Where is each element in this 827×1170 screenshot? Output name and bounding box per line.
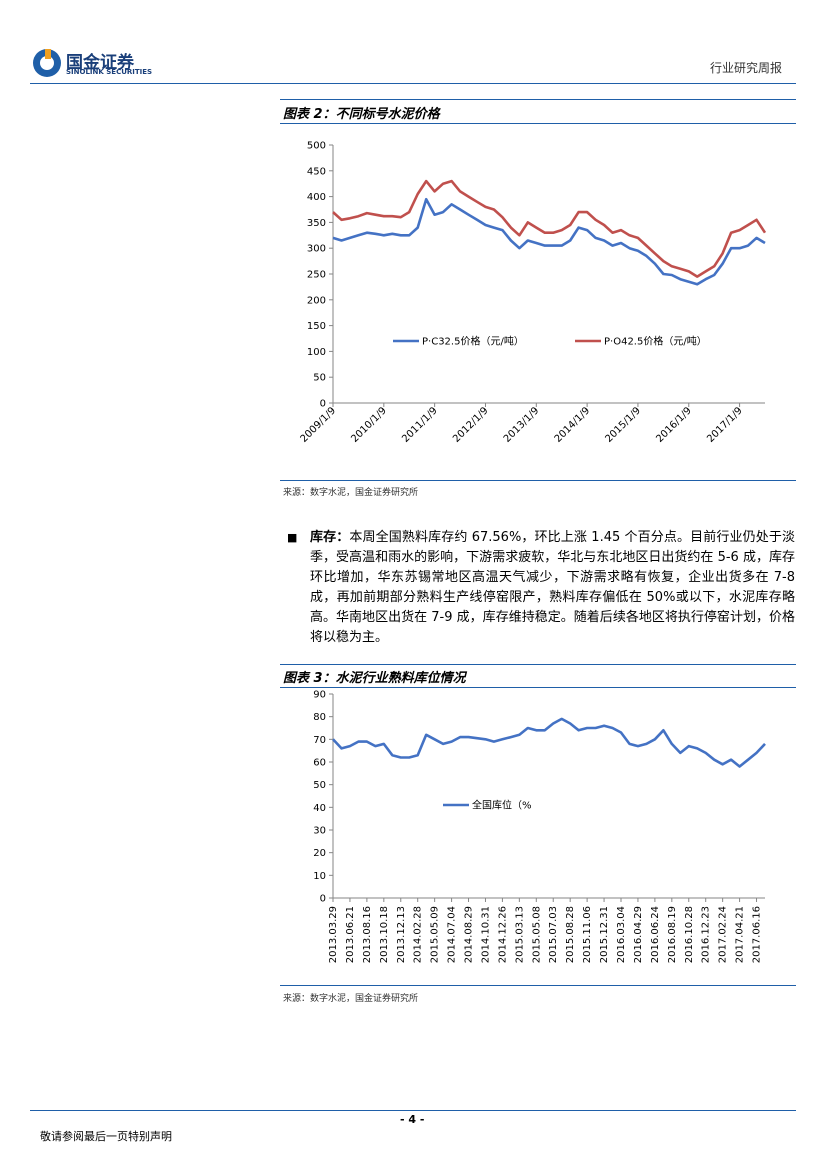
logo-icon (33, 49, 61, 77)
y-tick-label: 250 (307, 270, 326, 281)
x-tick-label: 2012/1/9 (451, 405, 491, 445)
figure-rule (280, 123, 796, 124)
x-tick-label: 2013.06.21 (345, 906, 356, 963)
x-tick-label: 2016.12.23 (701, 906, 712, 963)
x-tick-label: 2017/1/9 (705, 405, 745, 445)
figure-rule (280, 985, 796, 986)
x-tick-label: 2014.12.26 (497, 906, 508, 963)
x-tick-label: 2015.08.28 (565, 906, 576, 963)
y-tick-label: 30 (313, 826, 326, 837)
x-tick-label: 2015.12.31 (599, 906, 610, 963)
x-tick-label: 2014.08.29 (464, 906, 475, 963)
y-tick-label: 500 (307, 141, 326, 152)
y-tick-label: 200 (307, 295, 326, 306)
paragraph-label: 库存： (310, 530, 350, 545)
page-number: - 4 - (400, 1113, 425, 1126)
figure-title: 图表 3：水泥行业熟料库位情况 (283, 671, 466, 686)
y-tick-label: 50 (313, 780, 326, 791)
logo-en: SINOLINK SECURITIES (66, 68, 153, 76)
x-tick-label: 2014.07.04 (447, 906, 458, 963)
x-tick-label: 2016.08.19 (667, 906, 678, 963)
line-series (332, 197, 766, 286)
report-type: 行业研究周报 (710, 61, 783, 75)
legend-label: P·O42.5价格（元/吨） (604, 335, 707, 348)
footer-rule (30, 1110, 796, 1111)
figure-title: 图表 2：不同标号水泥价格 (283, 107, 440, 122)
legend-label: 全国库位（% (472, 799, 532, 812)
x-tick-label: 2015.05.08 (531, 906, 542, 963)
y-tick-label: 80 (313, 712, 326, 723)
y-tick-label: 90 (313, 690, 326, 701)
figure-rule (280, 99, 796, 100)
figure-rule (280, 480, 796, 481)
x-tick-label: 2017.04.21 (735, 906, 746, 963)
line-series (332, 179, 767, 278)
x-tick-label: 2013.10.18 (379, 906, 390, 963)
x-tick-label: 2017.02.24 (718, 906, 729, 963)
y-tick-label: 20 (313, 848, 326, 859)
y-tick-label: 450 (307, 166, 326, 177)
x-tick-label: 2013/1/9 (502, 405, 542, 445)
paragraph: 库存：本周全国熟料库存约 67.56%，环比上涨 1.45 个百分点。目前行业仍… (310, 528, 795, 648)
line-series (332, 717, 766, 768)
x-tick-label: 2017.06.16 (752, 906, 763, 963)
x-tick-label: 2015.07.03 (548, 906, 559, 963)
legend-label: P·C32.5价格（元/吨） (422, 335, 524, 348)
logo-cn: 国金证券 (66, 53, 134, 73)
x-tick-label: 2015.05.09 (430, 906, 441, 963)
y-tick-label: 0 (320, 894, 326, 905)
x-tick-label: 2010/1/9 (349, 405, 389, 445)
y-tick-label: 50 (313, 373, 326, 384)
x-tick-label: 2014/1/9 (553, 405, 593, 445)
disclaimer: 敬请参阅最后一页特别声明 (40, 1130, 172, 1143)
y-tick-label: 100 (307, 347, 326, 358)
y-tick-label: 70 (313, 735, 326, 746)
x-tick-label: 2016.06.24 (650, 906, 661, 963)
y-tick-label: 400 (307, 192, 326, 203)
y-tick-label: 300 (307, 244, 326, 255)
y-tick-label: 40 (313, 803, 326, 814)
paragraph-text: 本周全国熟料库存约 67.56%，环比上涨 1.45 个百分点。目前行业仍处于淡… (310, 530, 795, 645)
figure-rule (280, 664, 796, 665)
x-tick-label: 2013.08.16 (362, 906, 373, 963)
source: 来源：数字水泥，国金证券研究所 (283, 488, 419, 498)
x-tick-label: 2015.11.06 (582, 906, 593, 963)
x-tick-label: 2014.10.31 (480, 906, 491, 963)
x-tick-label: 2016/1/9 (654, 405, 694, 445)
x-tick-label: 2016.04.29 (633, 906, 644, 963)
x-tick-label: 2015.03.13 (514, 906, 525, 963)
x-tick-label: 2013.03.29 (328, 906, 339, 963)
y-tick-label: 10 (313, 871, 326, 882)
source: 来源：数字水泥，国金证券研究所 (283, 994, 419, 1004)
chart: 0 10 20 30 40 50 60 70 80 90 2013.03.29 2013.06.21 2… (313, 690, 766, 963)
x-tick-label: 2011/1/9 (400, 405, 440, 445)
bullet: ■ (287, 531, 298, 544)
x-tick-label: 2013.12.13 (396, 906, 407, 963)
x-tick-label: 2016.10.28 (684, 906, 695, 963)
x-tick-label: 2016.03.04 (616, 906, 627, 963)
y-tick-label: 350 (307, 218, 326, 229)
figure-rule (280, 687, 796, 688)
header-rule (30, 83, 796, 84)
x-tick-label: 2014.02.28 (413, 906, 424, 963)
x-tick-label: 2009/1/9 (299, 405, 339, 445)
x-tick-label: 2015/1/9 (604, 405, 644, 445)
y-tick-label: 150 (307, 321, 326, 332)
y-tick-label: 60 (313, 758, 326, 769)
y-tick-label: 0 (320, 399, 326, 410)
